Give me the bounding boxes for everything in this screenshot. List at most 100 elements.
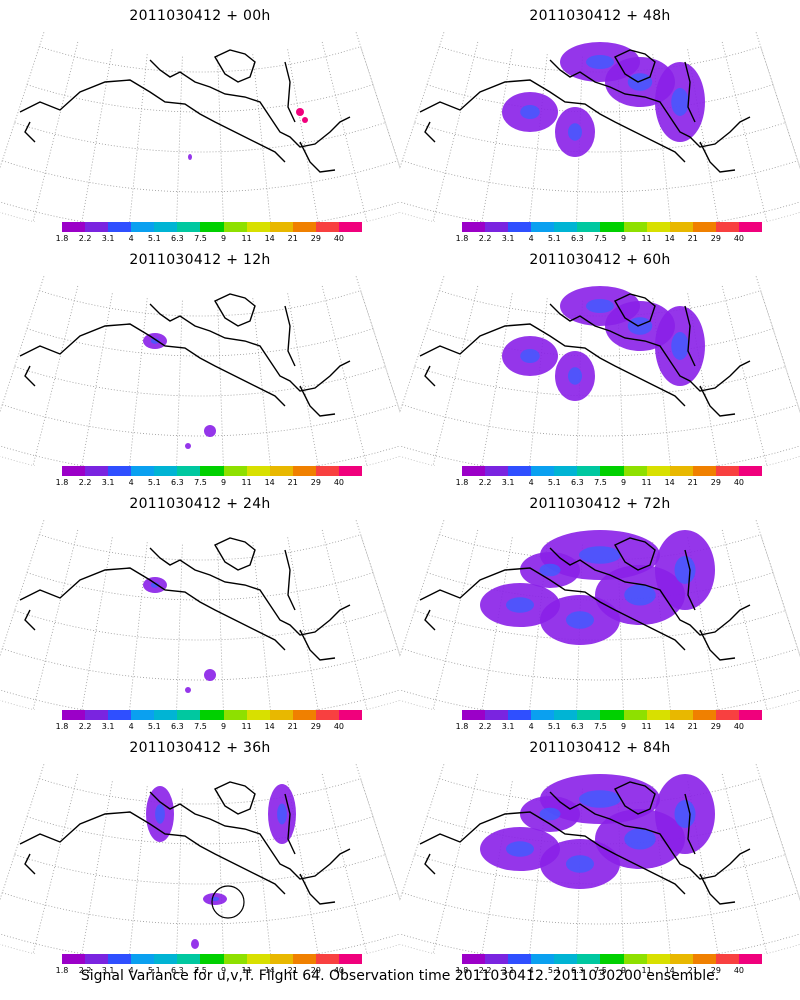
colorbar-swatch (623, 954, 647, 964)
colorbar-swatch (292, 954, 316, 964)
colorbar-tick-label: 5.1 (147, 722, 161, 731)
colorbar-tick-label: 1.8 (455, 966, 469, 975)
colorbar-swatch (669, 222, 693, 232)
colorbar-swatch (577, 954, 601, 964)
colorbar-swatch (462, 466, 486, 476)
signal-variance-field (502, 42, 705, 157)
colorbar-swatch (62, 710, 86, 720)
colorbar-swatch (508, 222, 532, 232)
colorbar-swatch (531, 710, 555, 720)
colorbar-swatch (692, 954, 716, 964)
colorbar-tick-label: 6.3 (171, 234, 184, 243)
colorbar-swatch (131, 710, 155, 720)
colorbar-labels: 1.8 2.2 3.1 4 5.1 6.3 7.5 9 11 14 21 29 40 (56, 966, 362, 976)
signal-variance-field (146, 784, 296, 949)
colorbar (462, 222, 763, 232)
colorbar-swatch (646, 222, 670, 232)
colorbar-tick-label: 4 (128, 234, 134, 243)
colorbar-tick-label: 11 (641, 722, 652, 731)
map-plot (400, 276, 800, 466)
colorbar-tick-label: 29 (710, 966, 721, 975)
colorbar-tick-label: 9 (220, 722, 227, 731)
colorbar-labels: 1.8 2.2 3.1 4 5.1 6.3 7.5 9 11 14 21 29 40 (456, 478, 762, 488)
colorbar-swatch (554, 710, 578, 720)
signal-variance-field (143, 333, 216, 449)
panel-title: 2011030412 + 36h (129, 740, 271, 756)
colorbar-swatch (131, 222, 155, 232)
map-panel: 2011030412 + 72h 1.8 2.2 3.1 4 5.1 6.3 7.5 9 11 14… (400, 488, 800, 732)
colorbar-tick-label: 9 (220, 478, 227, 487)
colorbar-swatch (692, 710, 716, 720)
colorbar-tick-label: 11 (241, 478, 252, 487)
colorbar-tick-label: 40 (733, 234, 745, 243)
colorbar-swatch (223, 710, 247, 720)
signal-variance-field (480, 530, 715, 645)
colorbar-tick-label: 7.5 (594, 478, 607, 487)
colorbar-swatch (62, 222, 86, 232)
map-plot (400, 520, 800, 710)
colorbar-swatch (738, 466, 763, 476)
coastline (19, 293, 351, 417)
colorbar-labels: 1.8 2.2 3.1 4 5.1 6.3 7.5 9 11 14 21 29 40 (56, 722, 362, 732)
colorbar-swatch (554, 222, 578, 232)
map-graticule (0, 32, 400, 222)
colorbar-tick-label: 6.3 (571, 234, 584, 243)
colorbar-swatch (223, 222, 247, 232)
colorbar-tick-label: 9 (220, 966, 227, 975)
colorbar-swatch (108, 222, 132, 232)
colorbar-swatch (292, 222, 316, 232)
colorbar-tick-label: 3.1 (501, 478, 515, 487)
map-panel: 2011030412 + 60h 1.8 2.2 3.1 4 5.1 6.3 7.5 9 11 14… (400, 244, 800, 488)
colorbar-tick-label: 21 (287, 966, 298, 975)
colorbar-tick-label: 29 (310, 478, 321, 487)
colorbar-tick-label: 7.5 (594, 966, 607, 975)
colorbar-swatch (246, 954, 270, 964)
colorbar (62, 222, 363, 232)
colorbar-tick-label: 3.1 (501, 966, 515, 975)
colorbar-tick-label: 3.1 (501, 234, 515, 243)
colorbar-tick-label: 4 (128, 722, 134, 731)
panel-title: 2011030412 + 72h (529, 496, 671, 512)
colorbar-swatch (623, 222, 647, 232)
colorbar-swatch (738, 954, 763, 964)
colorbar-swatch (738, 710, 763, 720)
signal-variance-field (188, 108, 308, 160)
colorbar-swatch (577, 222, 601, 232)
colorbar-tick-label: 11 (241, 966, 252, 975)
map-plot (0, 764, 400, 954)
colorbar-swatch (108, 954, 132, 964)
signal-variance-field (143, 577, 216, 693)
colorbar-swatch (600, 710, 624, 720)
colorbar-tick-label: 14 (664, 966, 675, 975)
map-panel: 2011030412 + 36h 1.8 2.2 3.1 4 5.1 6.3 7.5 9 11 14… (0, 732, 400, 976)
colorbar-labels: 1.8 2.2 3.1 4 5.1 6.3 7.5 9 11 14 21 29 40 (456, 234, 762, 244)
map-graticule (0, 764, 400, 954)
coastline (419, 49, 751, 173)
colorbar-tick-label: 29 (710, 722, 721, 731)
colorbar-tick-label: 21 (687, 722, 698, 731)
colorbar-tick-label: 7.5 (194, 234, 207, 243)
colorbar-tick-label: 9 (620, 966, 627, 975)
colorbar-swatch (154, 222, 178, 232)
colorbar-swatch (154, 466, 178, 476)
colorbar-swatch (715, 954, 739, 964)
colorbar-tick-label: 6.3 (571, 966, 584, 975)
colorbar-tick-label: 11 (241, 234, 252, 243)
colorbar-swatch (292, 710, 316, 720)
map-panel: 2011030412 + 84h 1.8 2.2 3.1 4 5.1 6.3 7.5 9 11 14… (400, 732, 800, 976)
colorbar (62, 954, 363, 964)
colorbar-tick-label: 7.5 (194, 722, 207, 731)
colorbar-tick-label: 14 (664, 478, 675, 487)
figure-caption: Signal Variance for u,v,T. Flight 64. Ob… (80, 968, 720, 984)
colorbar-swatch (338, 222, 363, 232)
colorbar-swatch (531, 466, 555, 476)
colorbar-tick-label: 3.1 (501, 722, 515, 731)
colorbar-swatch (485, 954, 509, 964)
panel-title: 2011030412 + 24h (129, 496, 271, 512)
colorbar-tick-label: 6.3 (171, 478, 184, 487)
colorbar-swatch (623, 710, 647, 720)
colorbar-tick-label: 2.2 (478, 966, 492, 975)
colorbar-swatch (62, 954, 86, 964)
colorbar-tick-label: 4 (528, 966, 534, 975)
map-panel: 2011030412 + 24h 1.8 2.2 3.1 4 5.1 6.3 7.5 9 11 14… (0, 488, 400, 732)
